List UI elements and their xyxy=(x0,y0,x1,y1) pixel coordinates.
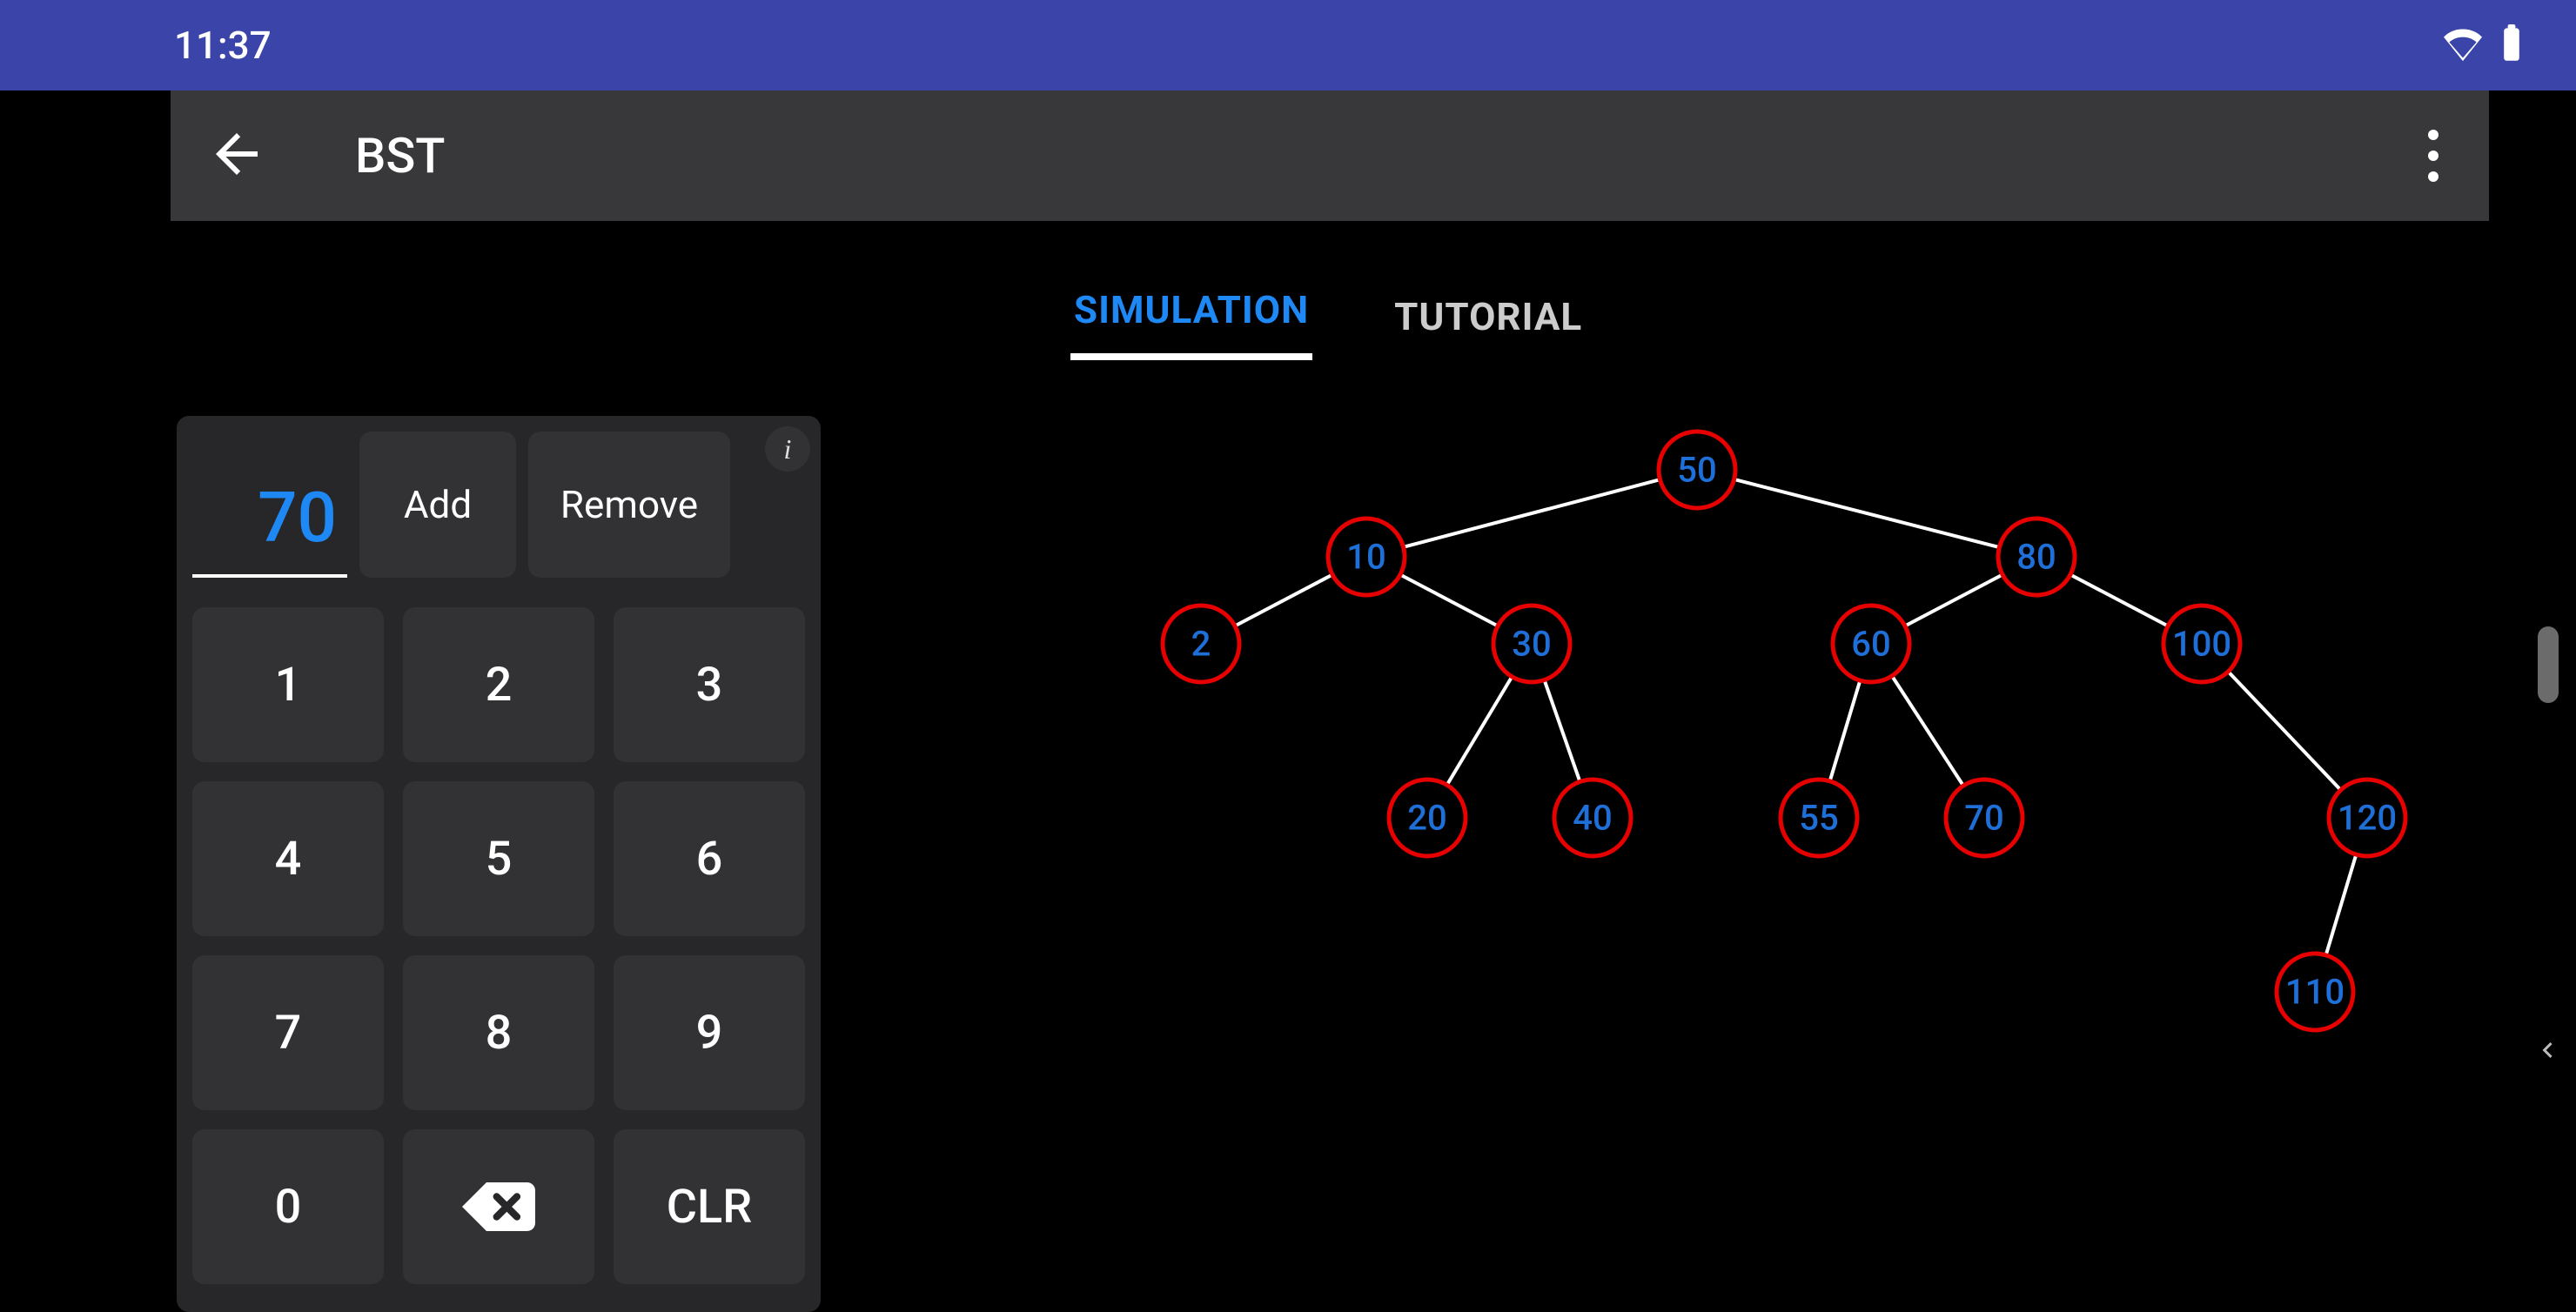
tree-node-label: 60 xyxy=(1851,624,1890,665)
tab-tutorial[interactable]: TUTORIAL xyxy=(1391,294,1586,360)
key-1[interactable]: 1 xyxy=(192,607,384,762)
scroll-handle[interactable] xyxy=(2538,626,2559,703)
tree-edge xyxy=(1404,479,1660,547)
key-grid: 123 456 789 0 CLR xyxy=(192,607,805,1284)
key-6[interactable]: 6 xyxy=(614,781,805,936)
tree-node-label: 70 xyxy=(1964,798,2003,839)
tree-node[interactable]: 110 xyxy=(2277,954,2353,1030)
tree-node-label: 50 xyxy=(1677,450,1716,491)
page-title: BST xyxy=(355,127,445,184)
tree-node-label: 100 xyxy=(2172,624,2231,665)
tree-edge xyxy=(1447,677,1513,786)
key-4[interactable]: 4 xyxy=(192,781,384,936)
tree-canvas: 50 10 80 2 30 60 100 20 40 55 70 120 110 xyxy=(957,418,2437,1201)
app-bar: BST xyxy=(171,90,2489,221)
tree-node[interactable]: 40 xyxy=(1554,780,1631,856)
tree-node[interactable]: 120 xyxy=(2329,780,2405,856)
tree-node[interactable]: 50 xyxy=(1659,432,1735,508)
tree-node-label: 40 xyxy=(1573,798,1612,839)
tree-edge xyxy=(2228,672,2340,790)
info-icon[interactable]: i xyxy=(765,426,810,472)
tree-edge xyxy=(1235,574,1332,626)
wifi-icon xyxy=(2444,24,2482,66)
backspace-key[interactable] xyxy=(403,1129,594,1284)
tree-node-label: 2 xyxy=(1191,624,1211,665)
tree-edge xyxy=(1734,479,2000,547)
key-5[interactable]: 5 xyxy=(403,781,594,936)
status-bar: 11:37 xyxy=(0,0,2576,90)
clear-key[interactable]: CLR xyxy=(614,1129,805,1284)
tree-edge xyxy=(2070,574,2168,626)
key-2[interactable]: 2 xyxy=(403,607,594,762)
tree-node[interactable]: 80 xyxy=(1998,519,2075,595)
remove-button[interactable]: Remove xyxy=(528,432,730,578)
tree-node[interactable]: 2 xyxy=(1163,606,1239,682)
tree-node[interactable]: 20 xyxy=(1389,780,1466,856)
status-time: 11:37 xyxy=(174,23,272,68)
tree-edge xyxy=(1905,574,2002,626)
tree-node[interactable]: 70 xyxy=(1946,780,2023,856)
tree-node[interactable]: 60 xyxy=(1833,606,1909,682)
status-icons xyxy=(2444,24,2524,66)
tree-node[interactable]: 55 xyxy=(1781,780,1857,856)
back-icon[interactable] xyxy=(205,123,268,189)
more-icon[interactable] xyxy=(2412,124,2454,187)
tabs: SIMULATION TUTORIAL xyxy=(1070,287,1586,360)
tree-node-label: 120 xyxy=(2338,798,2397,839)
tree-node[interactable]: 10 xyxy=(1328,519,1405,595)
tree-node-label: 30 xyxy=(1512,624,1551,665)
tab-simulation[interactable]: SIMULATION xyxy=(1070,287,1312,360)
tree-edge xyxy=(1830,680,1861,781)
tree-edge xyxy=(2326,854,2357,955)
tree-node-label: 110 xyxy=(2285,972,2345,1013)
tree-node-label: 20 xyxy=(1407,798,1446,839)
keypad-panel: 70 Add Remove i 123 456 789 0 CLR xyxy=(177,416,821,1312)
value-input-text: 70 xyxy=(258,477,337,559)
tree-node-label: 80 xyxy=(2016,537,2056,578)
tree-edge xyxy=(1892,676,1963,786)
battery-icon xyxy=(2499,24,2524,66)
key-7[interactable]: 7 xyxy=(192,955,384,1110)
tree-edge xyxy=(1400,574,1498,626)
key-8[interactable]: 8 xyxy=(403,955,594,1110)
chevron-left-icon[interactable] xyxy=(2531,1027,2562,1076)
key-0[interactable]: 0 xyxy=(192,1129,384,1284)
tree-node[interactable]: 100 xyxy=(2163,606,2240,682)
key-9[interactable]: 9 xyxy=(614,955,805,1110)
tree-node-label: 10 xyxy=(1346,537,1385,578)
tree-node[interactable]: 30 xyxy=(1493,606,1570,682)
add-button[interactable]: Add xyxy=(359,432,516,578)
tree-node-label: 55 xyxy=(1799,798,1838,839)
tree-edge xyxy=(1545,680,1580,782)
value-input[interactable]: 70 xyxy=(192,432,347,578)
key-3[interactable]: 3 xyxy=(614,607,805,762)
